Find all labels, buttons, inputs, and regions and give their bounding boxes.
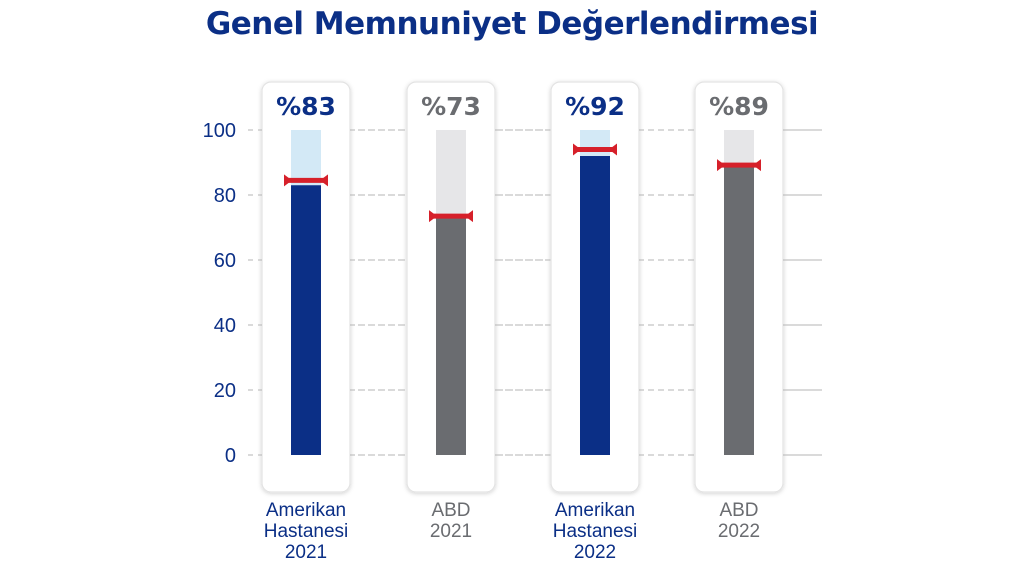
value-label: %73 (421, 92, 481, 121)
marker-left-arrow (429, 210, 437, 223)
target-marker (577, 147, 613, 152)
value-label: %92 (565, 92, 625, 121)
y-tick-label: 40 (214, 315, 236, 337)
category-label: Hastanesi (553, 521, 638, 542)
category-label: Hastanesi (264, 521, 349, 542)
marker-right-arrow (320, 174, 328, 187)
category-label: Amerikan (266, 500, 346, 521)
bar (436, 217, 466, 455)
marker-right-arrow (753, 159, 761, 172)
category-label: 2022 (718, 521, 760, 542)
category-label: 2021 (285, 542, 327, 563)
category-label: 2021 (430, 521, 472, 542)
target-marker (288, 177, 324, 183)
y-tick-label: 80 (214, 185, 236, 207)
y-tick-label: 0 (225, 445, 236, 467)
marker-left-arrow (284, 174, 292, 187)
bar (724, 165, 754, 455)
value-label: %89 (709, 92, 769, 121)
target-marker (433, 213, 469, 219)
marker-right-arrow (609, 143, 617, 156)
category-label: Amerikan (555, 500, 635, 521)
marker-right-arrow (465, 210, 473, 223)
marker-left-arrow (573, 143, 581, 156)
bar (580, 156, 610, 455)
y-tick-label: 20 (214, 380, 236, 402)
category-label: 2022 (574, 542, 616, 563)
value-label: %83 (276, 92, 336, 121)
y-tick-label: 60 (214, 250, 236, 272)
marker-left-arrow (717, 159, 725, 172)
chart-title: Genel Memnuniyet Değerlendirmesi (205, 6, 819, 42)
category-label: ABD (719, 500, 758, 521)
category-label: ABD (431, 500, 470, 521)
target-marker (721, 162, 757, 168)
bar (291, 185, 321, 455)
y-tick-label: 100 (203, 120, 236, 142)
